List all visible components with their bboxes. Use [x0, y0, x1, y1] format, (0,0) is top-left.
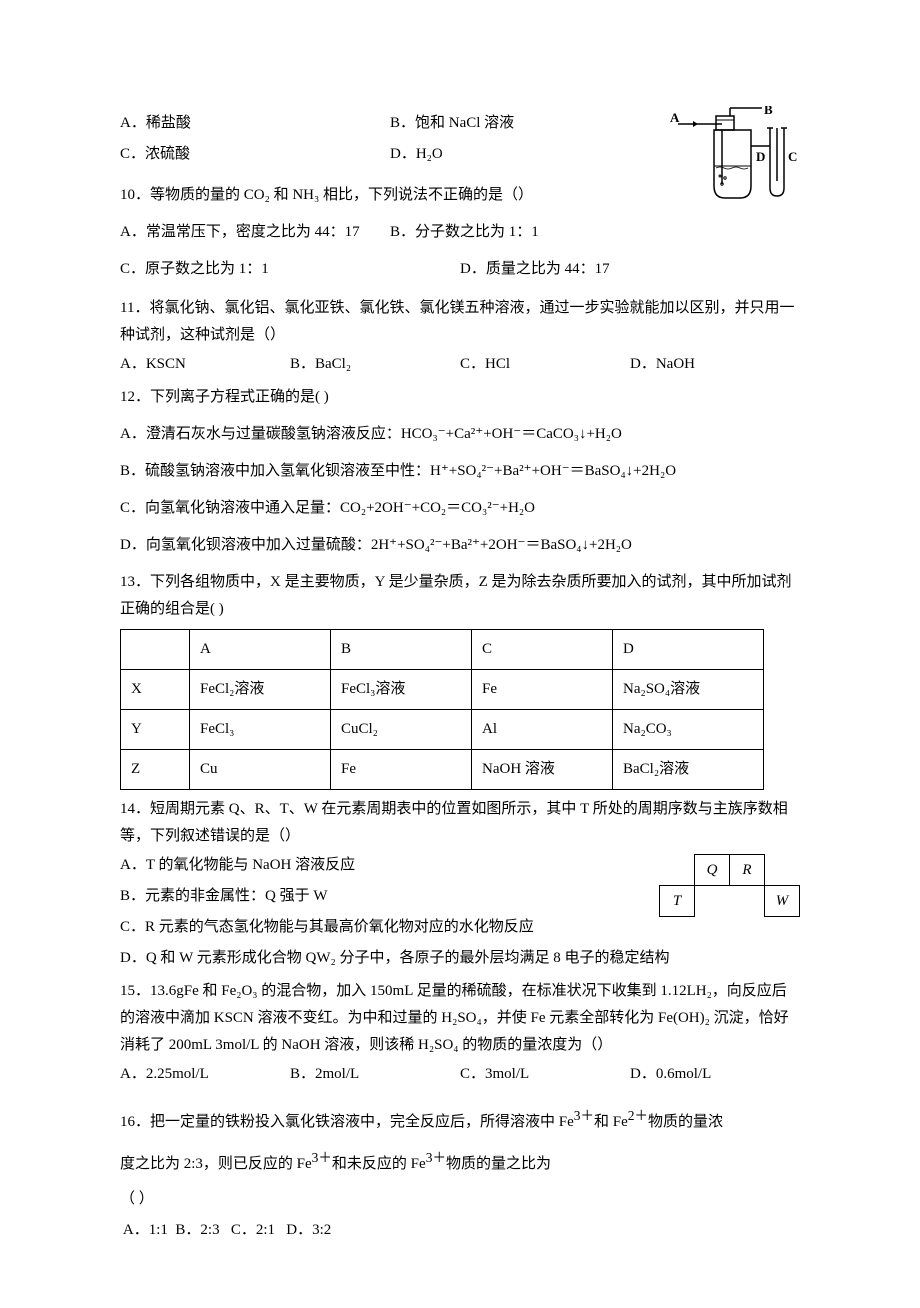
q13-r2c3: NaOH 溶液: [472, 750, 613, 790]
q13-table: A B C D X FeCl₂溶液 FeCl₃溶液 Fe Na₂SO₄溶液 Y …: [120, 629, 764, 790]
periodic-t: T: [660, 886, 695, 917]
table-row: X FeCl₂溶液 FeCl₃溶液 Fe Na₂SO₄溶液: [121, 670, 764, 710]
q10-opt-d: D．质量之比为 44：17: [460, 256, 800, 283]
q11-opt-d: D．NaOH: [630, 351, 800, 378]
q16-text-4: 度之比为 2:3，则已反应的 Fe: [120, 1156, 312, 1172]
q13-h3: C: [472, 630, 613, 670]
q13-r0c1: FeCl₂溶液: [190, 670, 331, 710]
q9-opt-a: A．稀盐酸: [120, 110, 390, 137]
q13-h1: A: [190, 630, 331, 670]
q16-sup1: 3＋: [574, 1108, 594, 1123]
q13-r1c3: Al: [472, 710, 613, 750]
q9-opt-b: B．饱和 NaCl 溶液: [390, 110, 660, 137]
q13-r2c0: Z: [121, 750, 190, 790]
q15-stem: 15．13.6gFe 和 Fe₂O₃ 的混合物，加入 150mL 足量的稀硫酸，…: [120, 978, 800, 1059]
q13-r1c1: FeCl₃: [190, 710, 331, 750]
q16-stem-line2: 度之比为 2:3，则已反应的 Fe3＋和未反应的 Fe3＋物质的量之比为: [120, 1142, 800, 1182]
q10-opt-a: A．常温常压下，密度之比为 44：17: [120, 219, 390, 246]
q16-text-6: 物质的量之比为: [446, 1156, 551, 1172]
q10-row1: A．常温常压下，密度之比为 44：17 B．分子数之比为 1：1: [120, 219, 660, 246]
periodic-w: W: [765, 886, 800, 917]
q9-opt-d: D．H₂O: [390, 141, 660, 168]
apparatus-label-d: D: [756, 149, 765, 164]
q11-opt-c: C．HCl: [460, 351, 630, 378]
q13-r0c4: Na₂SO₄溶液: [613, 670, 764, 710]
q10-opt-b: B．分子数之比为 1：1: [390, 219, 660, 246]
q13-r2c1: Cu: [190, 750, 331, 790]
q16-paren: （ ）: [120, 1186, 800, 1213]
q11-opts: A．KSCN B．BaCl₂ C．HCl D．NaOH: [120, 351, 800, 378]
apparatus-label-a: A: [670, 110, 680, 125]
q9-options-row2: C．浓硫酸 D．H₂O: [120, 141, 660, 168]
q12-opt-a: A．澄清石灰水与过量碳酸氢钠溶液反应：HCO₃⁻+Ca²⁺+OH⁻＝CaCO₃↓…: [120, 421, 800, 448]
q16-sup4: 3＋: [426, 1150, 446, 1165]
q13-r0c2: FeCl₃溶液: [331, 670, 472, 710]
table-row: A B C D: [121, 630, 764, 670]
table-row: Y FeCl₃ CuCl₂ Al Na₂CO₃: [121, 710, 764, 750]
q10-row2: C．原子数之比为 1：1 D．质量之比为 44：17: [120, 256, 800, 283]
q11-opt-a: A．KSCN: [120, 351, 290, 378]
q13-r1c0: Y: [121, 710, 190, 750]
q15-opt-a: A．2.25mol/L: [120, 1061, 290, 1088]
q16-stem-line1: 16．把一定量的铁粉投入氯化铁溶液中，完全反应后，所得溶液中 Fe3＋和 Fe2…: [120, 1100, 800, 1140]
apparatus-figure: A B D C: [670, 106, 800, 226]
q12-opt-c: C．向氢氧化钠溶液中通入足量：CO₂+2OH⁻+CO₂＝CO₃²⁻+H₂O: [120, 495, 800, 522]
q13-r0c0: X: [121, 670, 190, 710]
q12-opt-b: B．硫酸氢钠溶液中加入氢氧化钡溶液至中性：H⁺+SO₄²⁻+Ba²⁺+OH⁻＝B…: [120, 458, 800, 485]
q12-stem: 12．下列离子方程式正确的是( ): [120, 384, 800, 411]
q16-opts: A．1:1 B．2:3 C．2:1 D．3:2: [120, 1217, 800, 1244]
q13-r1c2: CuCl₂: [331, 710, 472, 750]
q13-r2c2: Fe: [331, 750, 472, 790]
q13-h0: [121, 630, 190, 670]
q15-opt-c: C．3mol/L: [460, 1061, 630, 1088]
q10-opt-c: C．原子数之比为 1：1: [120, 256, 460, 283]
q9-options-row1: A．稀盐酸 B．饱和 NaCl 溶液: [120, 110, 660, 137]
q12-opt-d: D．向氢氧化钡溶液中加入过量硫酸：2H⁺+SO₄²⁻+Ba²⁺+2OH⁻＝BaS…: [120, 532, 800, 559]
q16-text-1: 16．把一定量的铁粉投入氯化铁溶液中，完全反应后，所得溶液中 Fe: [120, 1114, 574, 1130]
q16-sup3: 3＋: [312, 1150, 332, 1165]
q13-h2: B: [331, 630, 472, 670]
q13-r1c4: Na₂CO₃: [613, 710, 764, 750]
q16-text-2: 和 Fe: [594, 1114, 628, 1130]
q9-opt-c: C．浓硫酸: [120, 141, 390, 168]
q13-stem: 13．下列各组物质中，X 是主要物质，Y 是少量杂质，Z 是为除去杂质所要加入的…: [120, 569, 800, 623]
q11-opt-b: B．BaCl₂: [290, 351, 460, 378]
q13-r0c3: Fe: [472, 670, 613, 710]
q16-text-3: 物质的量浓: [648, 1114, 723, 1130]
q16-text-5: 和未反应的 Fe: [332, 1156, 426, 1172]
q15-opt-d: D．0.6mol/L: [630, 1061, 800, 1088]
q14-opt-d: D．Q 和 W 元素形成化合物 QW₂ 分子中，各原子的最外层均满足 8 电子的…: [120, 945, 800, 972]
q15-opt-b: B．2mol/L: [290, 1061, 460, 1088]
periodic-q: Q: [695, 855, 730, 886]
periodic-figure: Q R T W: [659, 854, 800, 917]
periodic-r: R: [730, 855, 765, 886]
table-row: Z Cu Fe NaOH 溶液 BaCl₂溶液: [121, 750, 764, 790]
q14-opt-c: C．R 元素的气态氢化物能与其最高价氧化物对应的水化物反应: [120, 914, 800, 941]
q13-r2c4: BaCl₂溶液: [613, 750, 764, 790]
q16-sup2: 2＋: [628, 1108, 648, 1123]
apparatus-label-c: C: [788, 149, 797, 164]
q13-h4: D: [613, 630, 764, 670]
q15-opts: A．2.25mol/L B．2mol/L C．3mol/L D．0.6mol/L: [120, 1061, 800, 1088]
q11-stem: 11．将氯化钠、氯化铝、氯化亚铁、氯化铁、氯化镁五种溶液，通过一步实验就能加以区…: [120, 295, 800, 349]
q14-stem: 14．短周期元素 Q、R、T、W 在元素周期表中的位置如图所示，其中 T 所处的…: [120, 796, 800, 850]
apparatus-label-b: B: [764, 106, 773, 117]
